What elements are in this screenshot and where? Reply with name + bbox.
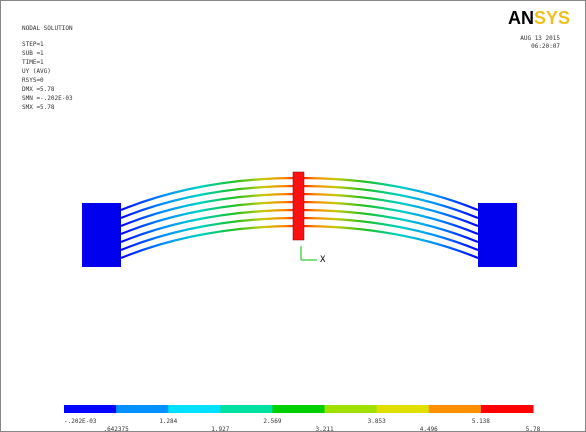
legend-swatch [64,405,117,413]
info-line: SMX =5.78 [22,104,55,111]
axis-label: X [320,255,326,265]
info-line: DMX =5.78 [22,86,55,93]
legend-label: 1.927 [211,426,229,432]
legend-label: 5.138 [472,418,490,425]
legend-swatch [168,405,221,413]
legend-label: 1.284 [159,418,177,425]
legend-swatch [481,405,534,413]
info-line: TIME=1 [22,59,44,66]
screen: NODAL SOLUTION STEP=1 SUB =1 TIME=1 UY (AVG… [0,0,586,432]
legend-swatch [116,405,169,413]
legend-label: 3.211 [316,426,334,432]
center-block [293,172,304,240]
info-line: SUB =1 [22,50,44,57]
info-line: SMN =-.202E-03 [22,95,73,102]
legend-swatch [220,405,273,413]
info-line: RSYS=0 [22,77,44,84]
title: NODAL SOLUTION [22,25,73,32]
info-line: STEP=1 [22,41,44,48]
legend-swatch [325,405,378,413]
legend-label: 4.496 [420,426,438,432]
legend-label: 2.569 [263,418,281,425]
legend-label: -.202E-03 [64,418,97,425]
legend-swatch [429,405,482,413]
legend-label: .642375 [103,426,129,432]
legend-swatch [377,405,430,413]
legend-swatch [272,405,325,413]
time: 06:20:07 [531,43,560,50]
left-block [82,203,121,267]
info-line: UY (AVG) [22,68,51,75]
legend-label: 5.78 [526,426,541,432]
logo: ANSYS [508,8,570,28]
legend-label: 3.853 [368,418,386,425]
date: AUG 13 2015 [520,35,560,42]
right-block [478,203,517,267]
